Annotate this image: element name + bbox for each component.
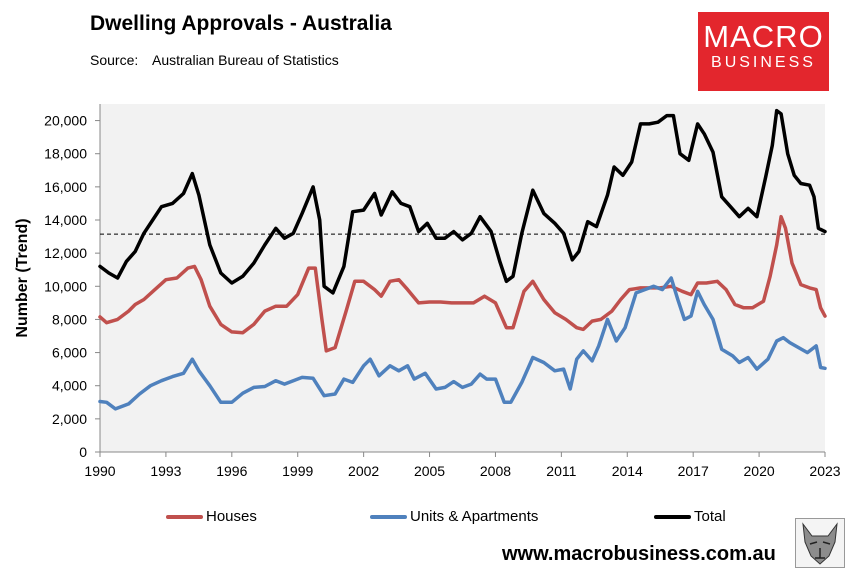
wolf-mascot-icon (795, 518, 845, 568)
x-tick-label: 2002 (348, 463, 379, 479)
y-axis: 0 2,000 4,000 6,000 8,000 10,000 12,000 14,000 1… (44, 104, 101, 460)
x-tick-label: 2017 (678, 463, 709, 479)
x-tick-label: 2014 (612, 463, 643, 479)
legend-houses-label: Houses (206, 508, 257, 525)
legend-total: Total (654, 508, 726, 525)
legend-total-swatch (654, 514, 691, 519)
series-line-units-apartments (98, 276, 827, 411)
y-tick-label: 4,000 (52, 378, 87, 394)
legend-units-swatch (370, 514, 407, 519)
y-tick-label: 16,000 (44, 179, 87, 195)
y-tick-label: 20,000 (44, 113, 87, 129)
chart-title: Dwelling Approvals - Australia (90, 12, 392, 35)
y-tick-label: 6,000 (52, 345, 87, 361)
logo-line1: MACRO (703, 19, 824, 54)
legend-houses-swatch (166, 514, 203, 519)
series-layer (98, 108, 827, 411)
y-tick-label: 14,000 (44, 212, 87, 228)
logo-line2: BUSINESS (711, 54, 816, 71)
legend-houses: Houses (166, 508, 257, 525)
y-tick-label: 8,000 (52, 311, 87, 327)
x-tick-label: 1993 (150, 463, 181, 479)
legend-units-label: Units & Apartments (410, 508, 539, 525)
source-line: Source: Australian Bureau of Statistics (90, 52, 339, 68)
x-tick-label: 2011 (546, 463, 576, 479)
x-tick-label: 2023 (809, 463, 840, 479)
source-label: Source: (90, 52, 139, 68)
footer-url: www.macrobusiness.com.au (502, 543, 776, 565)
legend-units: Units & Apartments (370, 508, 538, 525)
y-tick-label: 0 (79, 444, 87, 460)
x-tick-label: 1999 (282, 463, 313, 479)
y-tick-label: 2,000 (52, 411, 87, 427)
source-value: Australian Bureau of Statistics (152, 52, 339, 68)
legend-total-label: Total (694, 508, 726, 525)
y-tick-label: 12,000 (44, 245, 87, 261)
x-tick-label: 1990 (84, 463, 115, 479)
line-chart: 0 2,000 4,000 6,000 8,000 10,000 12,000 14,000 1… (14, 104, 841, 479)
macrobusiness-logo: MACRO BUSINESS (698, 12, 829, 91)
series-line-total (98, 108, 827, 295)
y-axis-label: Number (Trend) (14, 218, 31, 337)
y-tick-label: 18,000 (44, 146, 87, 162)
series-line-houses (98, 214, 827, 353)
x-axis: 1990 1993 1996 1999 2002 2005 2008 2011 2014 2017… (84, 451, 841, 479)
x-tick-label: 2005 (414, 463, 445, 479)
x-tick-label: 2020 (744, 463, 775, 479)
x-tick-label: 1996 (216, 463, 247, 479)
y-tick-label: 10,000 (44, 278, 87, 294)
plot-area (100, 104, 825, 452)
x-tick-label: 2008 (480, 463, 511, 479)
